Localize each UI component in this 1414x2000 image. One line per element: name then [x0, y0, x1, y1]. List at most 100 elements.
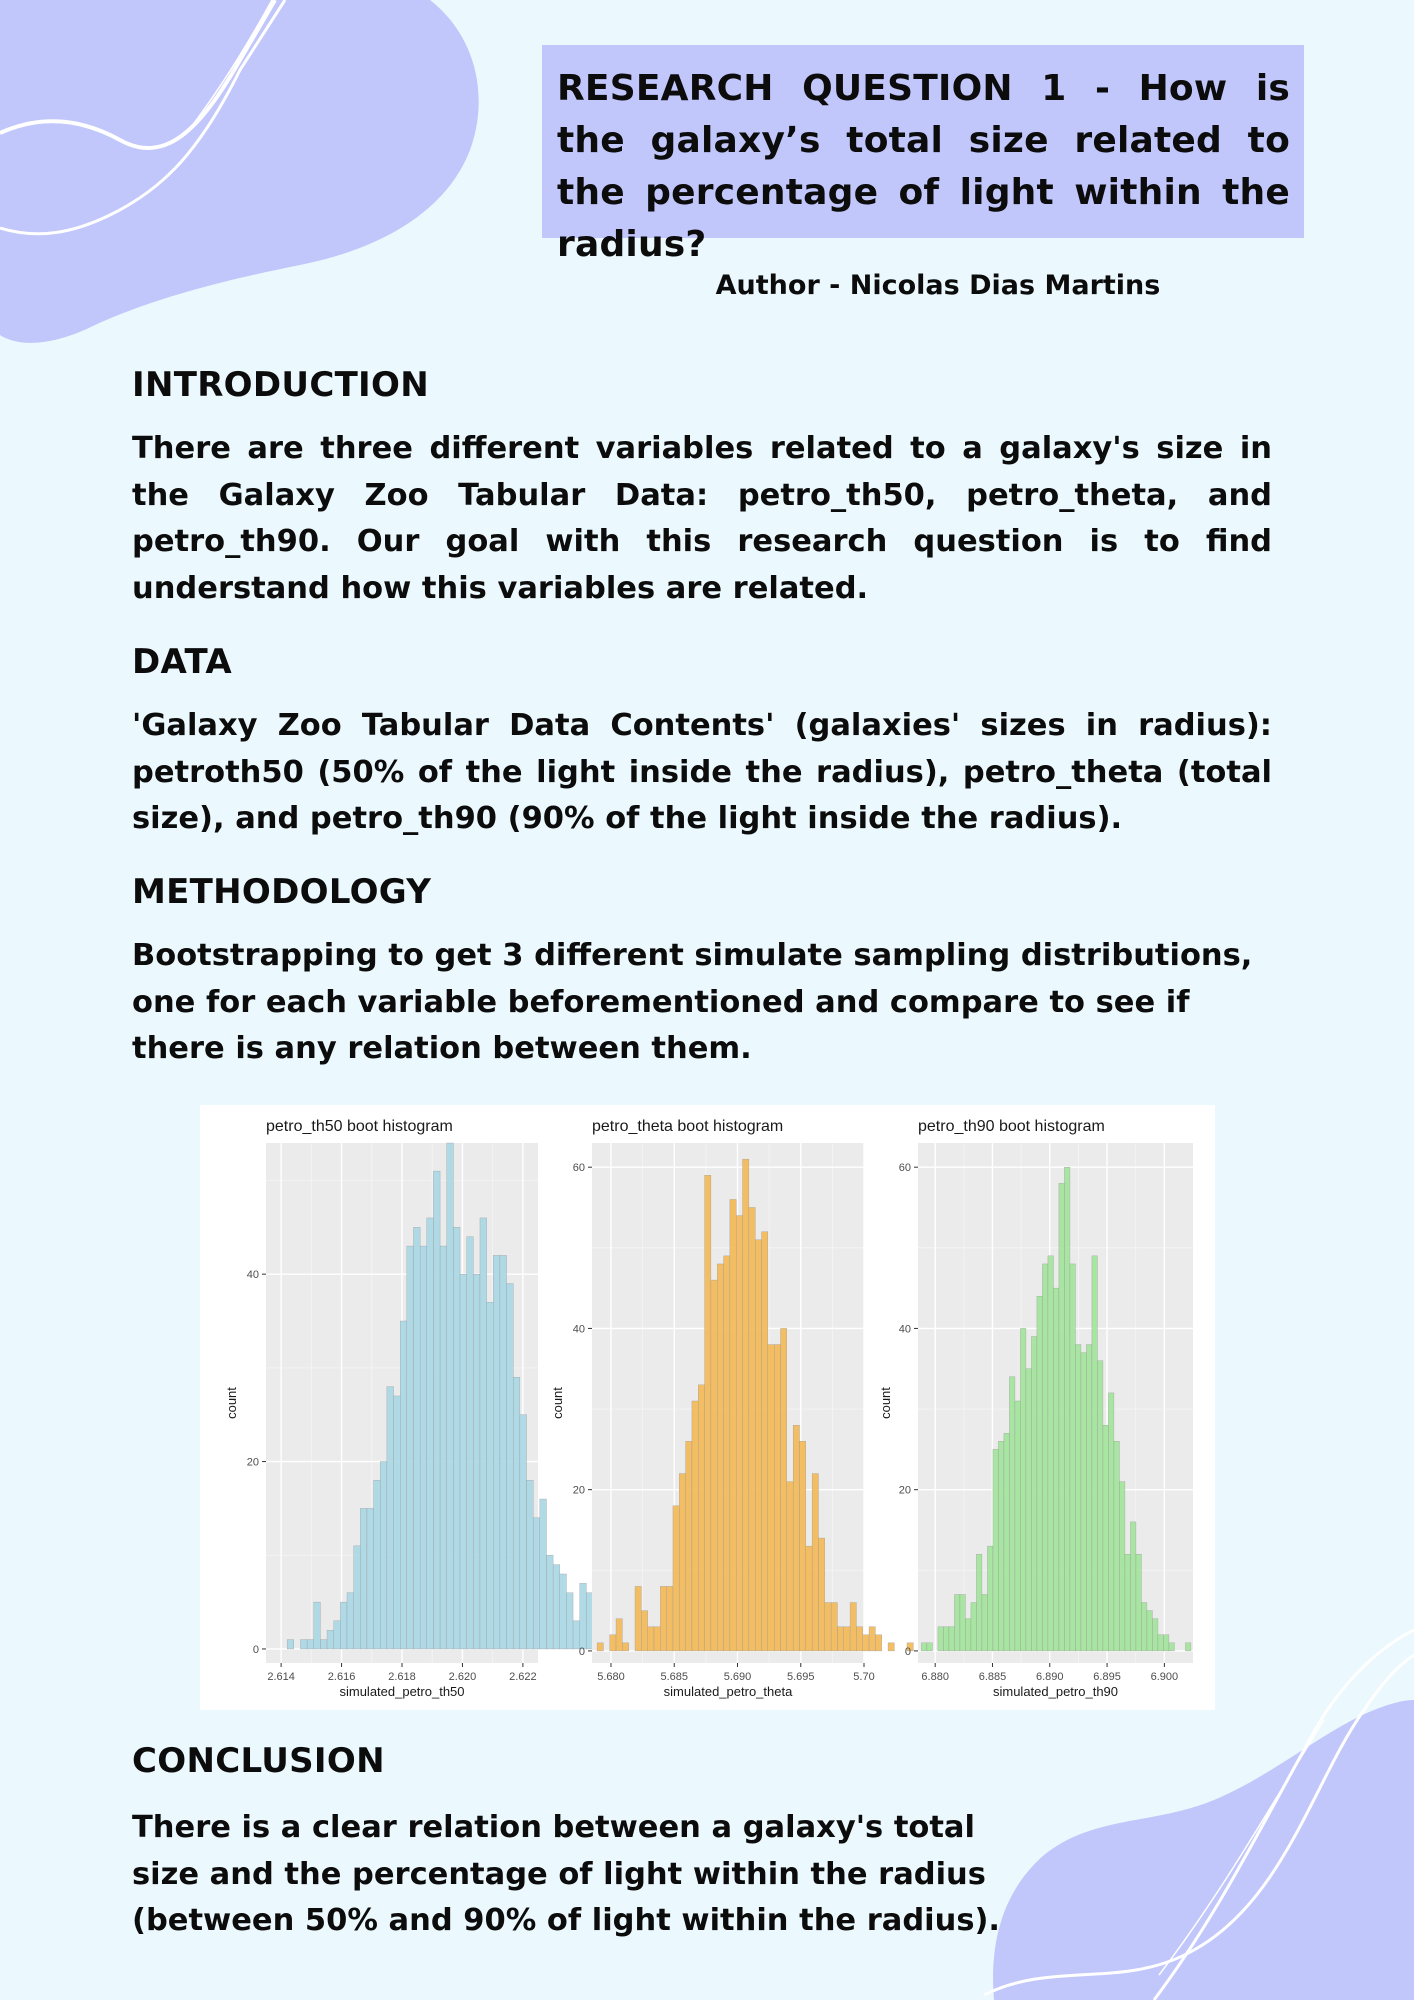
histogram-bar [526, 1480, 534, 1650]
histogram-bar [837, 1626, 844, 1652]
histogram-bar [959, 1594, 966, 1652]
histogram-bar [992, 1449, 999, 1652]
histogram-bar [647, 1626, 655, 1652]
methodology-heading: METHODOLOGY [132, 872, 432, 912]
chart-title: petro_th50 boot histogram [266, 1118, 453, 1135]
histogram-bar [453, 1227, 461, 1650]
histogram-bar [811, 1473, 819, 1652]
bottom-right-blob-decoration [984, 1628, 1414, 2000]
chart-title: petro_th90 boot histogram [918, 1118, 1105, 1135]
histogram-bar [1119, 1481, 1126, 1652]
x-tick-label: 2.620 [449, 1671, 477, 1683]
histogram-bar [1108, 1392, 1115, 1652]
histogram-bar [887, 1642, 895, 1652]
x-tick-label: 5.690 [724, 1671, 752, 1683]
histogram-bar [1020, 1328, 1027, 1652]
histogram-bar [937, 1626, 944, 1652]
histogram-bar [1053, 1287, 1060, 1652]
histogram-bar [717, 1263, 724, 1652]
histogram-bar [1003, 1433, 1010, 1652]
histogram-bar [506, 1283, 514, 1650]
histogram-bar [641, 1610, 648, 1652]
histogram-bar [653, 1626, 661, 1652]
histogram-bar [830, 1602, 838, 1652]
methodology-text: Bootstrapping to get 3 different simulat… [132, 938, 1253, 1066]
histogram-bar [736, 1215, 743, 1652]
x-axis-label: simulated_petro_theta [664, 1684, 793, 1699]
top-left-blob-decoration [0, 0, 479, 343]
y-tick-label: 0 [905, 1646, 911, 1658]
y-tick-label: 0 [579, 1646, 585, 1658]
y-tick-label: 40 [899, 1323, 911, 1335]
histogram-bar [710, 1279, 718, 1652]
histogram-bar [346, 1592, 354, 1650]
histogram-bar [1146, 1610, 1153, 1652]
histogram-bar [615, 1618, 623, 1652]
histogram-bar [761, 1231, 769, 1652]
histogram-bar [426, 1217, 434, 1650]
histogram-bar [459, 1273, 467, 1650]
x-tick-label: 2.622 [509, 1671, 537, 1683]
histogram-bar [849, 1602, 857, 1652]
histogram-bar [313, 1601, 321, 1650]
x-tick-label: 2.616 [328, 1671, 356, 1683]
histogram-bar [559, 1573, 567, 1650]
histogram-bar [360, 1508, 368, 1650]
y-tick-label: 20 [573, 1485, 585, 1497]
introduction-text: There are three different variables rela… [132, 431, 1272, 606]
histogram-bar [306, 1639, 314, 1650]
histogram-bar [493, 1255, 501, 1650]
histogram-bar [1141, 1602, 1148, 1652]
histogram-bar [566, 1592, 574, 1650]
histogram-bar [672, 1505, 680, 1652]
histogram-bar [1069, 1263, 1076, 1652]
histogram-bar [622, 1642, 629, 1652]
histogram-bar [473, 1273, 481, 1650]
x-tick-label: 6.885 [979, 1671, 1007, 1683]
y-axis-label: count [224, 1387, 239, 1419]
histogram-bar [1102, 1424, 1109, 1652]
x-tick-label: 2.618 [388, 1671, 416, 1683]
histogram-bar [486, 1302, 494, 1650]
histogram-bar [286, 1639, 294, 1650]
histogram-bar [532, 1517, 540, 1650]
histogram-bar [818, 1537, 825, 1652]
histogram-bar [774, 1344, 781, 1652]
histogram-bar [1042, 1263, 1049, 1652]
histogram-bar [723, 1255, 731, 1652]
histogram-bar [380, 1461, 388, 1650]
y-tick-label: 0 [253, 1644, 259, 1656]
y-tick-label: 40 [247, 1269, 259, 1281]
histogram-bar [1080, 1352, 1087, 1652]
histogram-bar [513, 1377, 521, 1650]
histogram-bar [1091, 1255, 1098, 1652]
conclusion-heading: CONCLUSION [132, 1741, 385, 1781]
histogram-bar [400, 1320, 408, 1650]
histogram-bar [729, 1199, 737, 1652]
y-tick-label: 60 [899, 1162, 911, 1174]
data-heading: DATA [132, 642, 232, 682]
histogram-bar [1031, 1336, 1038, 1652]
x-tick-label: 5.695 [787, 1671, 815, 1683]
histogram-bar [499, 1255, 507, 1650]
histogram-bar [1097, 1360, 1104, 1652]
histogram-bar [413, 1227, 421, 1650]
histogram-bar [326, 1630, 334, 1650]
y-tick-label: 20 [899, 1485, 911, 1497]
histogram-panels: 0 20 40 2.614 2.616 2.618 2.620 2.622 petro_th50… [224, 1118, 1193, 1699]
poster-title: RESEARCH QUESTION 1 - How is the galaxy’… [542, 45, 1304, 265]
histogram-bar [987, 1545, 994, 1652]
histogram-bar [433, 1170, 441, 1650]
x-tick-label: 2.614 [267, 1671, 295, 1683]
histogram-bar [685, 1441, 693, 1652]
histogram-bar [1014, 1400, 1021, 1652]
histogram-bar [1168, 1642, 1175, 1652]
y-tick-label: 60 [573, 1162, 585, 1174]
histogram-bar [660, 1586, 667, 1652]
histogram-bar [767, 1344, 775, 1652]
histogram-bar [906, 1642, 914, 1652]
chart-title: petro_theta boot histogram [592, 1118, 783, 1135]
histogram-bar [824, 1602, 832, 1652]
histogram-bar [780, 1328, 788, 1652]
histogram-bar [1163, 1634, 1170, 1652]
